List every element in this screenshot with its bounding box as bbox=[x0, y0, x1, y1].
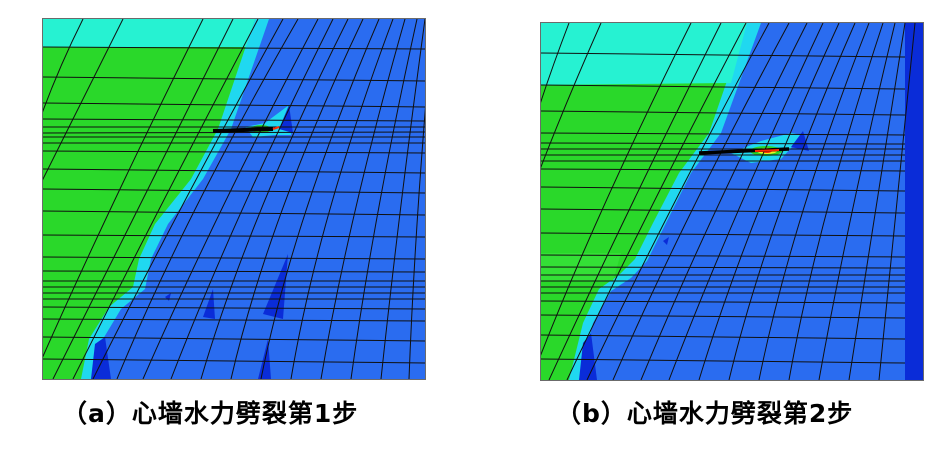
right-dark-strip bbox=[905, 23, 923, 380]
cyan-band bbox=[43, 19, 255, 47]
contour-plot-b bbox=[541, 23, 923, 380]
dark-patch bbox=[91, 337, 111, 379]
green-zone bbox=[43, 19, 255, 379]
dark-patch bbox=[279, 105, 293, 133]
fem-contour-panel-b bbox=[540, 22, 924, 381]
fem-contour-panel-a bbox=[42, 18, 426, 380]
mesh-horizontals bbox=[541, 52, 906, 364]
contour-plot-a bbox=[43, 19, 425, 379]
crack-tip bbox=[754, 149, 780, 152]
dark-patch bbox=[663, 237, 669, 245]
dark-patch bbox=[203, 289, 215, 319]
figure-caption-b: （b）心墙水力劈裂第2步 bbox=[556, 399, 854, 428]
crack-line bbox=[212, 127, 274, 133]
crack-tip bbox=[272, 126, 280, 130]
mesh-verticals bbox=[43, 19, 425, 379]
mesh-horizontals bbox=[43, 46, 425, 364]
figure-caption-a: （a）心墙水力劈裂第1步 bbox=[62, 399, 359, 428]
